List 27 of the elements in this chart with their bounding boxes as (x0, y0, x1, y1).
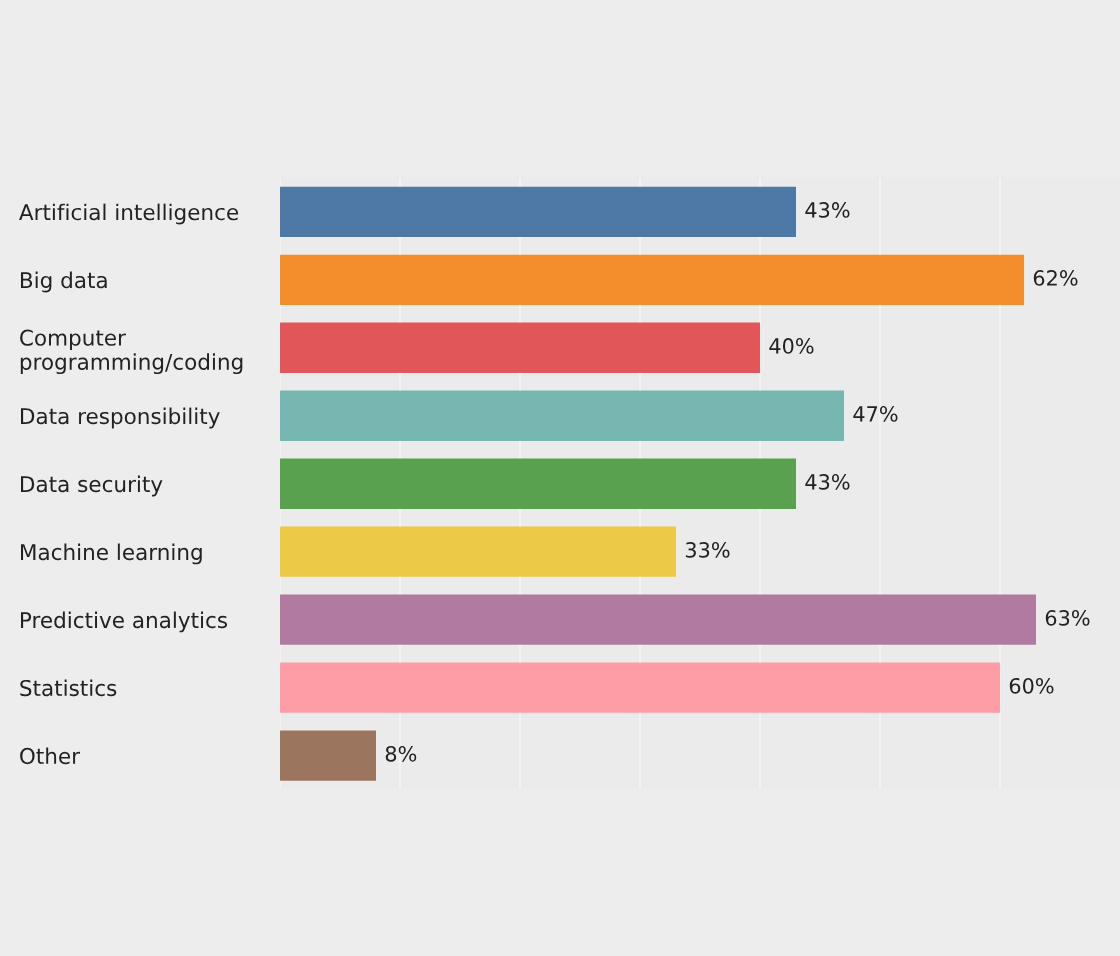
bar (280, 458, 796, 509)
y-tick-label: Machine learning (21, 543, 202, 565)
bar (280, 594, 1036, 645)
bar (280, 322, 760, 373)
bar (280, 390, 844, 441)
data-label: 60% (1009, 677, 1054, 694)
data-label: 40% (769, 338, 814, 354)
y-tick-label: Computer programming/coding (20, 329, 243, 375)
bar (280, 526, 676, 577)
y-tick-label: Big data (21, 271, 107, 293)
y-tick-label: Statistics (20, 679, 117, 697)
bar (280, 254, 1024, 305)
bar (280, 730, 376, 781)
y-tick-label: Other (20, 747, 81, 765)
bar (280, 186, 796, 237)
data-label: 8% (385, 745, 417, 762)
bar (280, 662, 1000, 713)
data-label: 33% (685, 542, 730, 558)
data-label: 43% (805, 202, 850, 218)
data-label: 62% (1033, 270, 1078, 286)
data-label: 43% (805, 474, 850, 490)
y-tick-label: Predictive analytics (21, 611, 228, 633)
y-tick-label: Artificial intelligence (19, 203, 239, 225)
data-label: 47% (853, 406, 898, 422)
y-tick-label: Data responsibility (21, 407, 220, 429)
y-tick-label: Data security (21, 475, 163, 497)
data-label: 63% (1045, 609, 1090, 626)
